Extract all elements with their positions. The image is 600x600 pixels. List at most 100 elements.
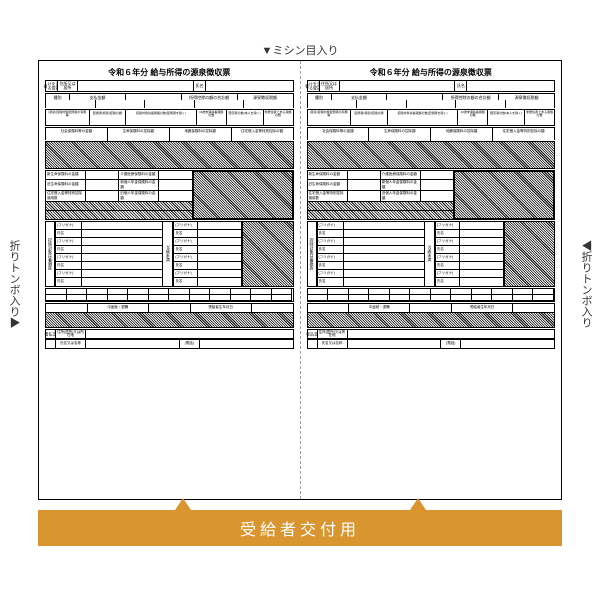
new-life-label: 新生命保険料の金額 — [308, 171, 348, 179]
dep-val — [198, 262, 241, 269]
dependent-section-label: 控除対象扶養親族 — [307, 221, 317, 287]
dep-val — [82, 262, 162, 269]
hatch-row — [308, 211, 455, 219]
birth-label: 受給者生年月日 — [452, 304, 513, 312]
nursing-label: 介護医療保険料の金額 — [381, 171, 421, 179]
dependent-section-label: 控除対象扶養親族 — [45, 221, 55, 287]
furigana-label: (フリガナ) — [174, 238, 198, 245]
payer-label: 支払を受ける者 — [308, 81, 320, 91]
type-value — [308, 100, 358, 108]
name-label: 氏名 — [56, 246, 82, 253]
spouse-value — [46, 117, 90, 125]
fold-label-right: ◀折りトンボ入り — [578, 240, 594, 328]
payer-addr-label: 住所(居所)又は所在地 — [318, 330, 348, 338]
furigana-label: (フリガナ) — [56, 222, 82, 229]
under16-section-label: 16歳未満 — [425, 221, 435, 287]
housing-count-val — [86, 191, 119, 201]
dep-val — [82, 246, 162, 253]
old-life-val — [86, 180, 119, 190]
under16-value — [458, 117, 488, 125]
furigana-label: (フリガナ) — [318, 222, 344, 229]
eq-value — [170, 133, 232, 141]
remarks-area — [454, 171, 554, 219]
birth-label: 受給者生年月日 — [191, 304, 252, 312]
furigana-label: (フリガナ) — [436, 254, 460, 261]
name-label: 氏名 — [174, 230, 198, 237]
form-year: 令和６年分 — [370, 68, 410, 77]
new-pension-label: 新個人年金保険料の金額 — [119, 180, 159, 190]
payer-section-label: 支払者 — [46, 330, 56, 338]
payer-section-label: 支払者 — [308, 330, 318, 338]
summary-area — [307, 141, 556, 169]
dep-val — [82, 270, 162, 277]
hatch-row — [46, 211, 193, 219]
form-copy-right: 令和６年分 給与所得の源泉徴収票 支払を受ける者 住所又は居所 氏名 種別 支払… — [301, 61, 562, 499]
dep-val — [82, 254, 162, 261]
mid-val — [149, 304, 191, 312]
dep-val — [198, 246, 241, 253]
bottom-hatch — [307, 312, 556, 328]
name-label: 氏名 — [455, 81, 467, 91]
dependents-value — [388, 117, 459, 125]
dep-val — [460, 246, 503, 253]
disability-value — [488, 117, 525, 125]
dep-val — [198, 254, 241, 261]
nursing-label: 介護医療保険料の金額 — [119, 171, 159, 179]
payer-addr-val — [86, 330, 293, 338]
type-value — [46, 100, 96, 108]
name-label: 氏名 — [318, 230, 344, 237]
phone-label: (電話) — [441, 340, 461, 348]
payment-value — [96, 100, 146, 108]
payer-addr-val — [348, 330, 555, 338]
dep-val — [198, 230, 241, 237]
form-copy-left: 令和６年分 給与所得の源泉徴収票 支払を受ける者 住所又は居所 氏名 種別 支払… — [39, 61, 301, 499]
name-label: 氏名 — [436, 262, 460, 269]
dep-val — [344, 278, 424, 286]
checkbox-grid — [45, 288, 294, 302]
mid-start-label: 中途就・退職 — [349, 304, 410, 312]
dep-val — [344, 222, 424, 229]
old-life-label: 旧生命保険料の金額 — [46, 180, 86, 190]
income-value — [145, 100, 195, 108]
life-value — [108, 133, 170, 141]
name-label: 氏名 — [318, 278, 344, 286]
name-value — [467, 81, 554, 91]
dep-remarks — [504, 221, 555, 287]
nonres-value — [525, 117, 554, 125]
form-main-title: 給与所得の源泉徴収票 — [150, 68, 230, 77]
disability-value — [227, 117, 264, 125]
new-pension-label: 新個人年金保険料の金額 — [381, 180, 421, 190]
perforation-label: ▼ミシン目入り — [262, 42, 339, 58]
under16-section-label: 16歳未満 — [163, 221, 173, 287]
mid-start-label: 中途就・退職 — [88, 304, 149, 312]
payer-name-val — [86, 340, 180, 348]
form-year: 令和６年分 — [108, 68, 148, 77]
housing-value — [232, 133, 293, 141]
furigana-label: (フリガナ) — [174, 222, 198, 229]
dep-val — [344, 230, 424, 237]
form-main-title: 給与所得の源泉徴収票 — [412, 68, 492, 77]
payer-name-label: 氏名又は名称 — [56, 340, 86, 348]
life-value — [369, 133, 431, 141]
furigana-label: (フリガナ) — [436, 222, 460, 229]
dep-val — [198, 270, 241, 277]
under16-value — [197, 117, 227, 125]
hatch-row — [308, 202, 455, 210]
dep-val — [460, 222, 503, 229]
furigana-label: (フリガナ) — [436, 238, 460, 245]
new-life-val — [348, 171, 381, 179]
bottom-hatch — [45, 312, 294, 328]
old-pension-val — [159, 191, 192, 201]
name-label: 氏名 — [436, 230, 460, 237]
payer-name-val — [348, 340, 442, 348]
dep-val — [344, 254, 424, 261]
dep-val — [460, 230, 503, 237]
old-pension-label: 旧個人年金保険料の金額 — [381, 191, 421, 201]
tax-value — [506, 100, 555, 108]
address-label: 住所又は居所 — [320, 81, 340, 91]
name-label: 氏名 — [194, 81, 206, 91]
furigana-label: (フリガナ) — [318, 270, 344, 277]
indicator-triangle — [175, 498, 191, 510]
name-label: 氏名 — [56, 278, 82, 286]
name-value — [206, 81, 293, 91]
